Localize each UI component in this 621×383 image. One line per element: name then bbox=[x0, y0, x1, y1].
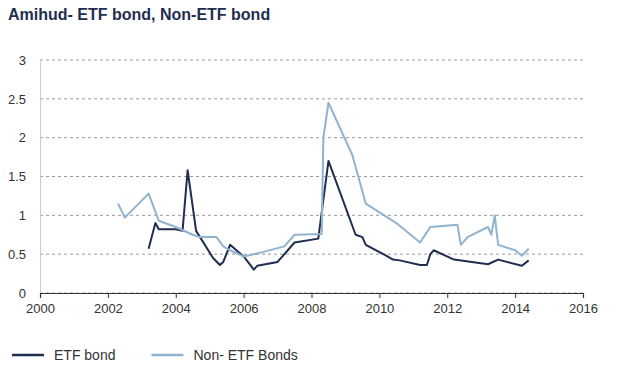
x-tick-label: 2016 bbox=[569, 301, 598, 316]
chart: Amihud- ETF bond, Non-ETF bond 0 0.5 1 1.5 2 2… bbox=[0, 0, 621, 383]
x-tick-mark bbox=[515, 293, 516, 298]
y-tick-label: 2 bbox=[19, 130, 26, 145]
legend: ETF bond Non- ETF Bonds bbox=[12, 347, 298, 363]
x-axis: 2000 2002 2004 2006 2008 2010 2012 2014 2016 bbox=[26, 293, 598, 316]
legend-item: Non- ETF Bonds bbox=[151, 347, 297, 363]
grid-line bbox=[40, 137, 583, 138]
x-tick: 2004 bbox=[162, 293, 191, 316]
y-tick: 2 bbox=[19, 130, 40, 145]
y-tick: 2.5 bbox=[8, 91, 40, 106]
y-tick-label: 2.5 bbox=[8, 91, 26, 106]
y-tick-label: 1.5 bbox=[8, 169, 26, 184]
x-tick: 2016 bbox=[569, 293, 598, 316]
legend-label: Non- ETF Bonds bbox=[193, 347, 297, 363]
x-tick-label: 2000 bbox=[26, 301, 55, 316]
y-tick: 0.5 bbox=[8, 247, 40, 262]
x-tick-mark bbox=[312, 293, 313, 298]
series-line bbox=[149, 161, 529, 270]
grid-line bbox=[40, 254, 583, 255]
title: Amihud- ETF bond, Non-ETF bond bbox=[8, 6, 270, 23]
x-tick: 2010 bbox=[365, 293, 394, 316]
y-tick-label: 0 bbox=[19, 286, 26, 301]
x-tick: 2014 bbox=[501, 293, 530, 316]
y-axis: 0 0.5 1 1.5 2 2.5 3 bbox=[8, 53, 41, 301]
plot: 0 0.5 1 1.5 2 2.5 3 2000 2002 2004 2006 2008 2010 201… bbox=[8, 53, 598, 317]
x-tick-mark bbox=[40, 293, 41, 298]
y-tick: 1 bbox=[19, 208, 40, 223]
grid-line bbox=[40, 215, 583, 216]
legend-item: ETF bond bbox=[12, 347, 115, 363]
x-tick: 2002 bbox=[94, 293, 123, 316]
x-tick-mark bbox=[583, 293, 584, 298]
grid-line bbox=[40, 60, 583, 61]
x-tick-mark bbox=[176, 293, 177, 298]
x-tick: 2008 bbox=[298, 293, 327, 316]
x-tick-mark bbox=[379, 293, 380, 298]
x-tick: 2006 bbox=[230, 293, 259, 316]
legend-swatch bbox=[151, 354, 183, 357]
x-tick-label: 2004 bbox=[162, 301, 191, 316]
x-tick: 2012 bbox=[433, 293, 462, 316]
legend-swatch bbox=[12, 354, 44, 357]
y-tick: 1.5 bbox=[8, 169, 40, 184]
x-tick-mark bbox=[108, 293, 109, 298]
y-tick: 3 bbox=[19, 53, 40, 68]
grid-line bbox=[40, 176, 583, 177]
legend-label: ETF bond bbox=[54, 347, 115, 363]
x-tick-label: 2012 bbox=[433, 301, 462, 316]
x-tick-label: 2014 bbox=[501, 301, 530, 316]
x-tick: 2000 bbox=[26, 293, 55, 316]
grid bbox=[40, 60, 583, 293]
x-tick-mark bbox=[244, 293, 245, 298]
x-tick-label: 2008 bbox=[298, 301, 327, 316]
x-tick-mark bbox=[447, 293, 448, 298]
y-tick-label: 3 bbox=[19, 53, 26, 68]
x-axis-line bbox=[41, 294, 584, 299]
x-tick-label: 2002 bbox=[94, 301, 123, 316]
series-group bbox=[118, 103, 529, 270]
x-tick-label: 2006 bbox=[230, 301, 259, 316]
y-tick-label: 0.5 bbox=[8, 247, 26, 262]
y-tick: 0 bbox=[19, 286, 40, 301]
series-line bbox=[118, 103, 529, 257]
grid-line bbox=[40, 98, 583, 99]
x-tick-label: 2010 bbox=[365, 301, 394, 316]
y-axis-line bbox=[40, 61, 41, 294]
y-tick-label: 1 bbox=[19, 208, 26, 223]
